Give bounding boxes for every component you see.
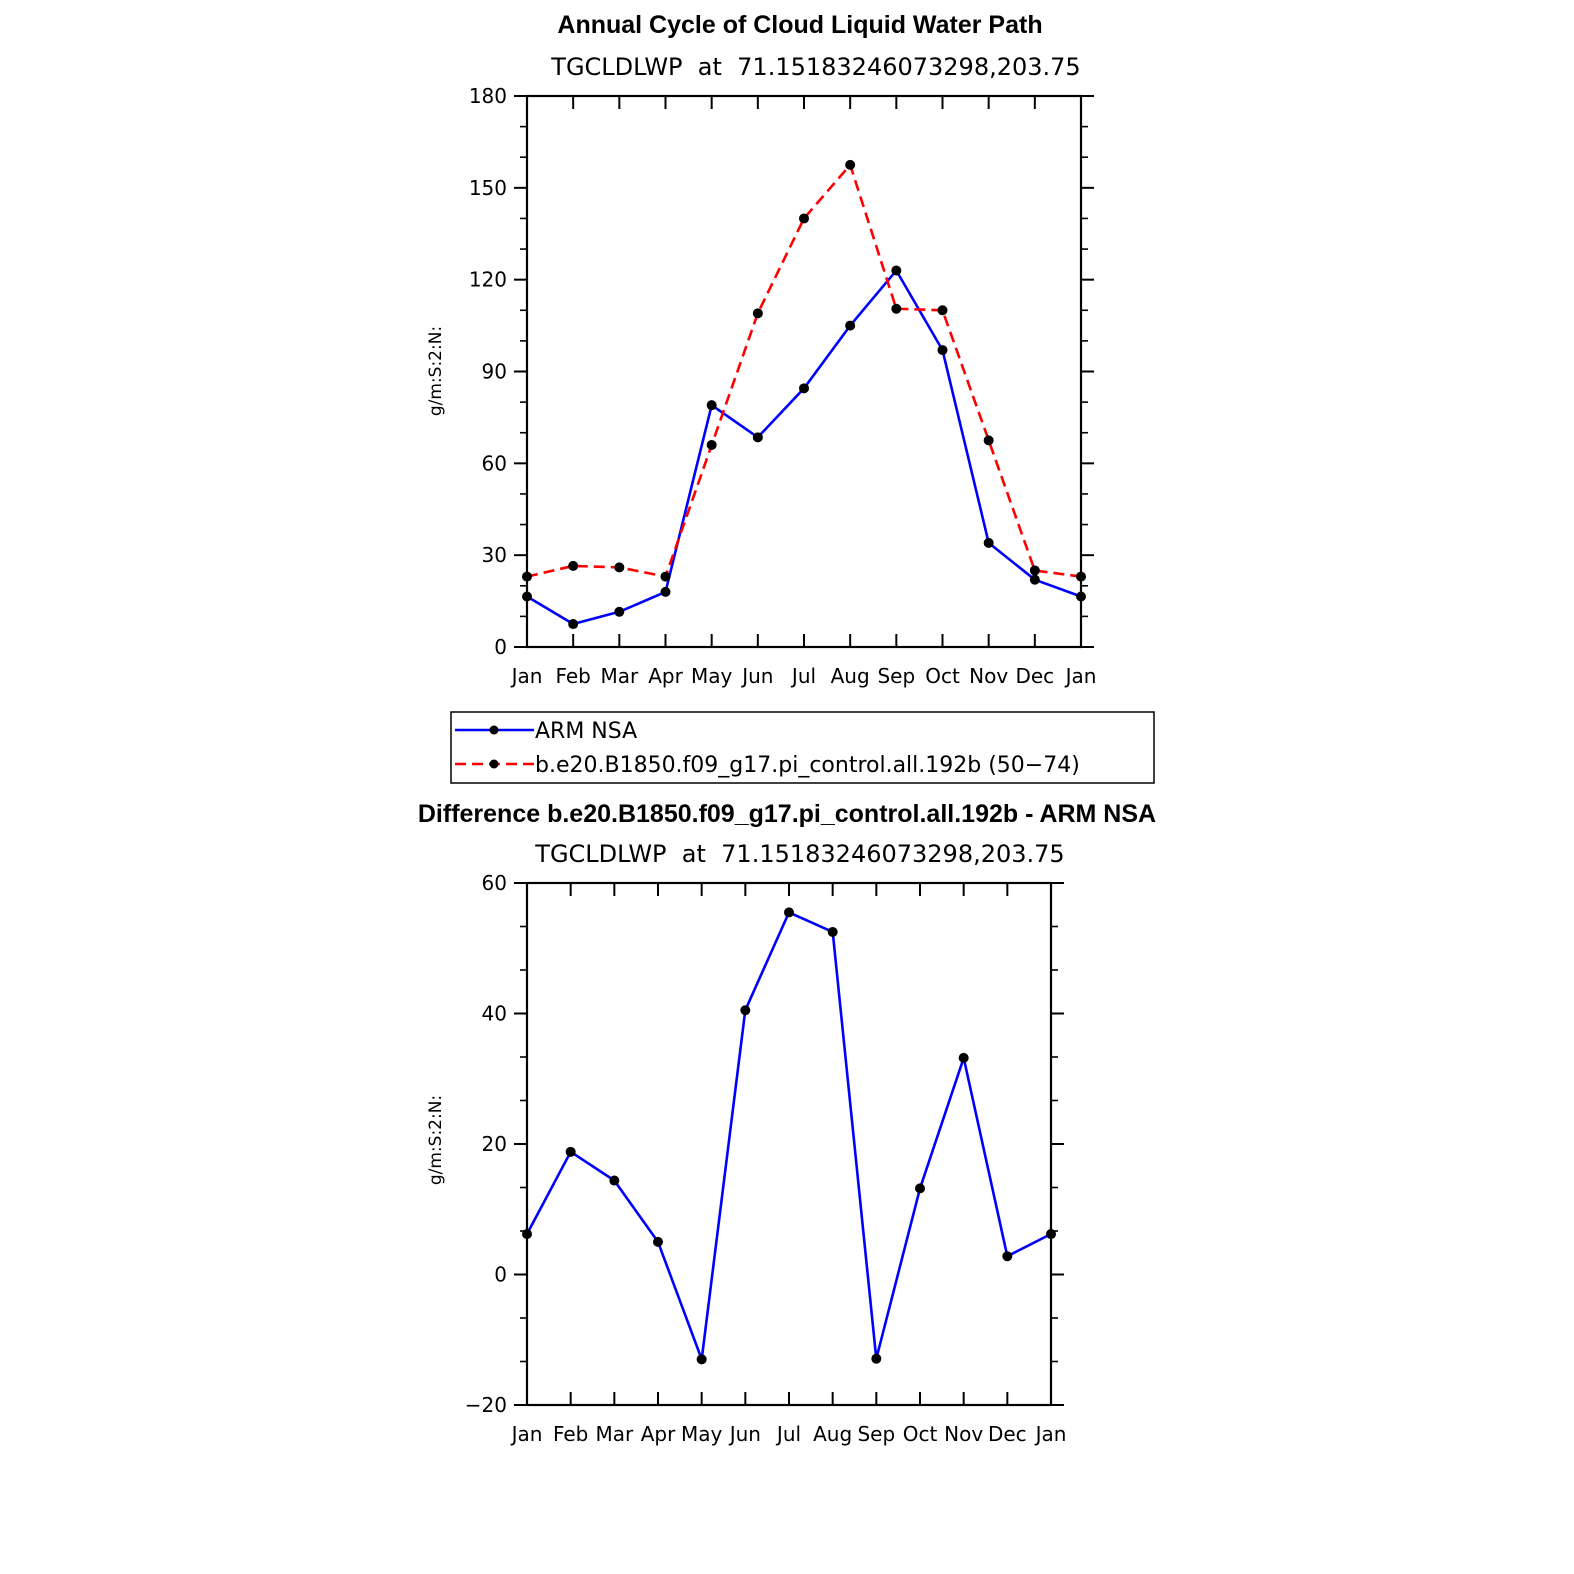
x-tick-label: Mar <box>600 664 639 688</box>
x-tick-label: Feb <box>553 1422 588 1446</box>
data-point <box>784 907 794 918</box>
data-point <box>915 1183 925 1194</box>
data-point <box>1076 591 1086 602</box>
data-point <box>752 308 763 319</box>
data-point <box>1046 1229 1056 1240</box>
data-point <box>937 305 948 316</box>
y-axis-label: g/m:S:2:N: <box>426 326 446 416</box>
data-point <box>845 159 856 170</box>
y-tick-label: 180 <box>469 84 507 108</box>
data-point <box>937 345 948 356</box>
x-tick-label: Feb <box>555 664 590 688</box>
plot-frame <box>525 881 1053 1407</box>
y-tick-label: 0 <box>494 635 507 659</box>
x-tick-label: Dec <box>988 1422 1027 1446</box>
x-tick-label: Nov <box>944 1422 983 1446</box>
y-tick-label: 40 <box>482 1002 507 1026</box>
x-tick-label: Oct <box>925 664 960 688</box>
data-point <box>522 591 532 602</box>
x-tick-label: Jul <box>775 1422 801 1446</box>
data-point <box>706 439 717 450</box>
data-point <box>660 586 671 597</box>
data-point <box>660 571 671 582</box>
data-point <box>891 303 902 314</box>
series-line-0 <box>525 911 1052 1361</box>
data-point <box>565 1146 576 1157</box>
data-point <box>891 265 902 276</box>
data-point <box>983 435 994 446</box>
y-tick-label: 20 <box>482 1132 507 1156</box>
x-tick-label: Dec <box>1015 664 1054 688</box>
panel-subtitle: TGCLDLWP at 71.15183246073298,203.75 <box>534 840 1064 868</box>
data-point <box>740 1005 751 1016</box>
y-tick-label: 0 <box>494 1263 507 1287</box>
data-point <box>522 1229 532 1240</box>
data-point <box>568 619 579 630</box>
x-tick-label: Jan <box>510 1422 543 1446</box>
x-tick-label: Jan <box>510 664 543 688</box>
y-tick-label: 120 <box>469 268 507 292</box>
x-tick-label: Mar <box>595 1422 634 1446</box>
data-point <box>609 1175 620 1186</box>
data-point <box>799 213 809 224</box>
x-tick-label: Apr <box>641 1422 676 1446</box>
x-tick-label: Sep <box>877 664 915 688</box>
legend-marker-model <box>489 759 499 769</box>
x-tick-label: Aug <box>831 664 870 688</box>
x-tick-label: Jan <box>1064 664 1097 688</box>
data-point <box>1029 574 1040 585</box>
legend: ARM NSA b.e20.B1850.f09_g17.pi_control.a… <box>450 711 1155 784</box>
data-point <box>706 400 717 411</box>
x-tick-label: Jan <box>1034 1422 1067 1446</box>
data-point <box>845 320 856 331</box>
panel-title: Difference b.e20.B1850.f09_g17.pi_contro… <box>418 800 1156 828</box>
axes: Jan Feb Mar Apr May Jun Jul Aug Sep Oct Nov Dec Jan0… <box>469 84 1097 688</box>
data-point <box>871 1353 882 1364</box>
x-tick-label: May <box>691 664 733 688</box>
data-point <box>799 383 809 394</box>
x-tick-label: Sep <box>857 1422 895 1446</box>
x-tick-label: Jun <box>728 1422 761 1446</box>
data-point <box>1002 1251 1013 1262</box>
series-line-1 <box>526 163 1082 578</box>
x-tick-label: May <box>681 1422 723 1446</box>
y-tick-label: 60 <box>482 451 507 475</box>
y-tick-label: 60 <box>482 871 507 895</box>
x-tick-label: Oct <box>903 1422 938 1446</box>
x-tick-label: Jun <box>740 664 773 688</box>
x-tick-label: Apr <box>648 664 683 688</box>
data-point <box>653 1236 663 1247</box>
data-point <box>696 1354 707 1365</box>
x-tick-label: Jul <box>790 664 816 688</box>
legend-label-model: b.e20.B1850.f09_g17.pi_control.all.192b … <box>535 753 1080 778</box>
panel-annual-cycle: Annual Cycle of Cloud Liquid Water Path … <box>426 11 1155 784</box>
data-point <box>522 571 532 582</box>
data-point <box>1029 565 1040 576</box>
panel-difference: Difference b.e20.B1850.f09_g17.pi_contro… <box>418 800 1156 1446</box>
y-tick-label: −20 <box>465 1393 507 1417</box>
data-point <box>614 606 625 617</box>
y-axis-label: g/m:S:2:N: <box>426 1095 446 1185</box>
x-tick-label: Aug <box>813 1422 852 1446</box>
axes: Jan Feb Mar Apr May Jun Jul Aug Sep Oct Nov Dec Jan−… <box>465 871 1067 1446</box>
data-point <box>827 926 838 937</box>
panel-subtitle: TGCLDLWP at 71.15183246073298,203.75 <box>550 53 1080 81</box>
y-tick-label: 30 <box>482 543 507 567</box>
y-tick-label: 150 <box>469 176 507 200</box>
y-tick-label: 90 <box>482 360 507 384</box>
legend-label-arm-nsa: ARM NSA <box>535 719 637 744</box>
legend-marker-arm-nsa <box>489 725 499 735</box>
legend-box <box>450 711 1155 784</box>
data-point <box>614 562 625 573</box>
data-point <box>958 1052 969 1063</box>
data-point <box>1076 571 1086 582</box>
data-point <box>568 560 579 571</box>
data-point <box>983 537 994 548</box>
plot-frame <box>525 94 1083 649</box>
x-tick-label: Nov <box>969 664 1008 688</box>
panel-title: Annual Cycle of Cloud Liquid Water Path <box>557 11 1042 39</box>
data-point <box>752 432 763 443</box>
series-line-0 <box>526 269 1082 626</box>
